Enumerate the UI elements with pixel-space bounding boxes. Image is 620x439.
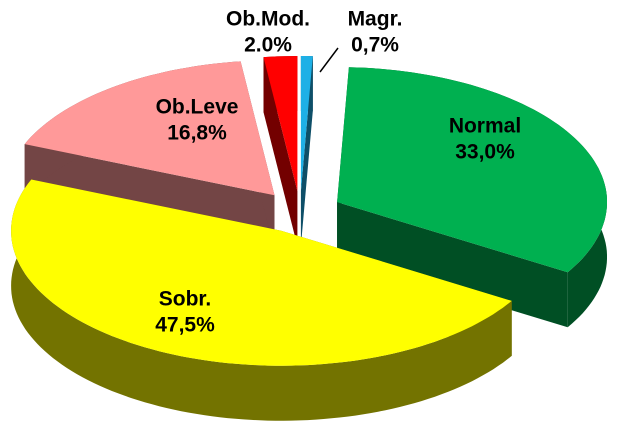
leader-line: [319, 47, 339, 73]
slice-label: Ob.Leve: [156, 96, 239, 119]
slice-value-label: 0,7%: [351, 34, 399, 57]
slice-label: Normal: [449, 115, 521, 138]
slice-label: Sobr.: [159, 288, 212, 311]
slice: [24, 61, 275, 196]
slice-label: Ob.Mod.: [226, 8, 310, 31]
slice: [300, 56, 313, 191]
slice-value-label: 2.0%: [244, 34, 292, 57]
slice-side: [11, 179, 512, 421]
slice-label: Magr.: [348, 8, 403, 31]
slice: [337, 67, 607, 273]
slice: [11, 179, 512, 366]
slice-value-label: 33,0%: [455, 141, 515, 164]
slice-side: [337, 202, 568, 328]
slice: [263, 56, 298, 191]
slice-value-label: 16,8%: [167, 122, 227, 145]
slice-value-label: 47,5%: [155, 314, 215, 337]
